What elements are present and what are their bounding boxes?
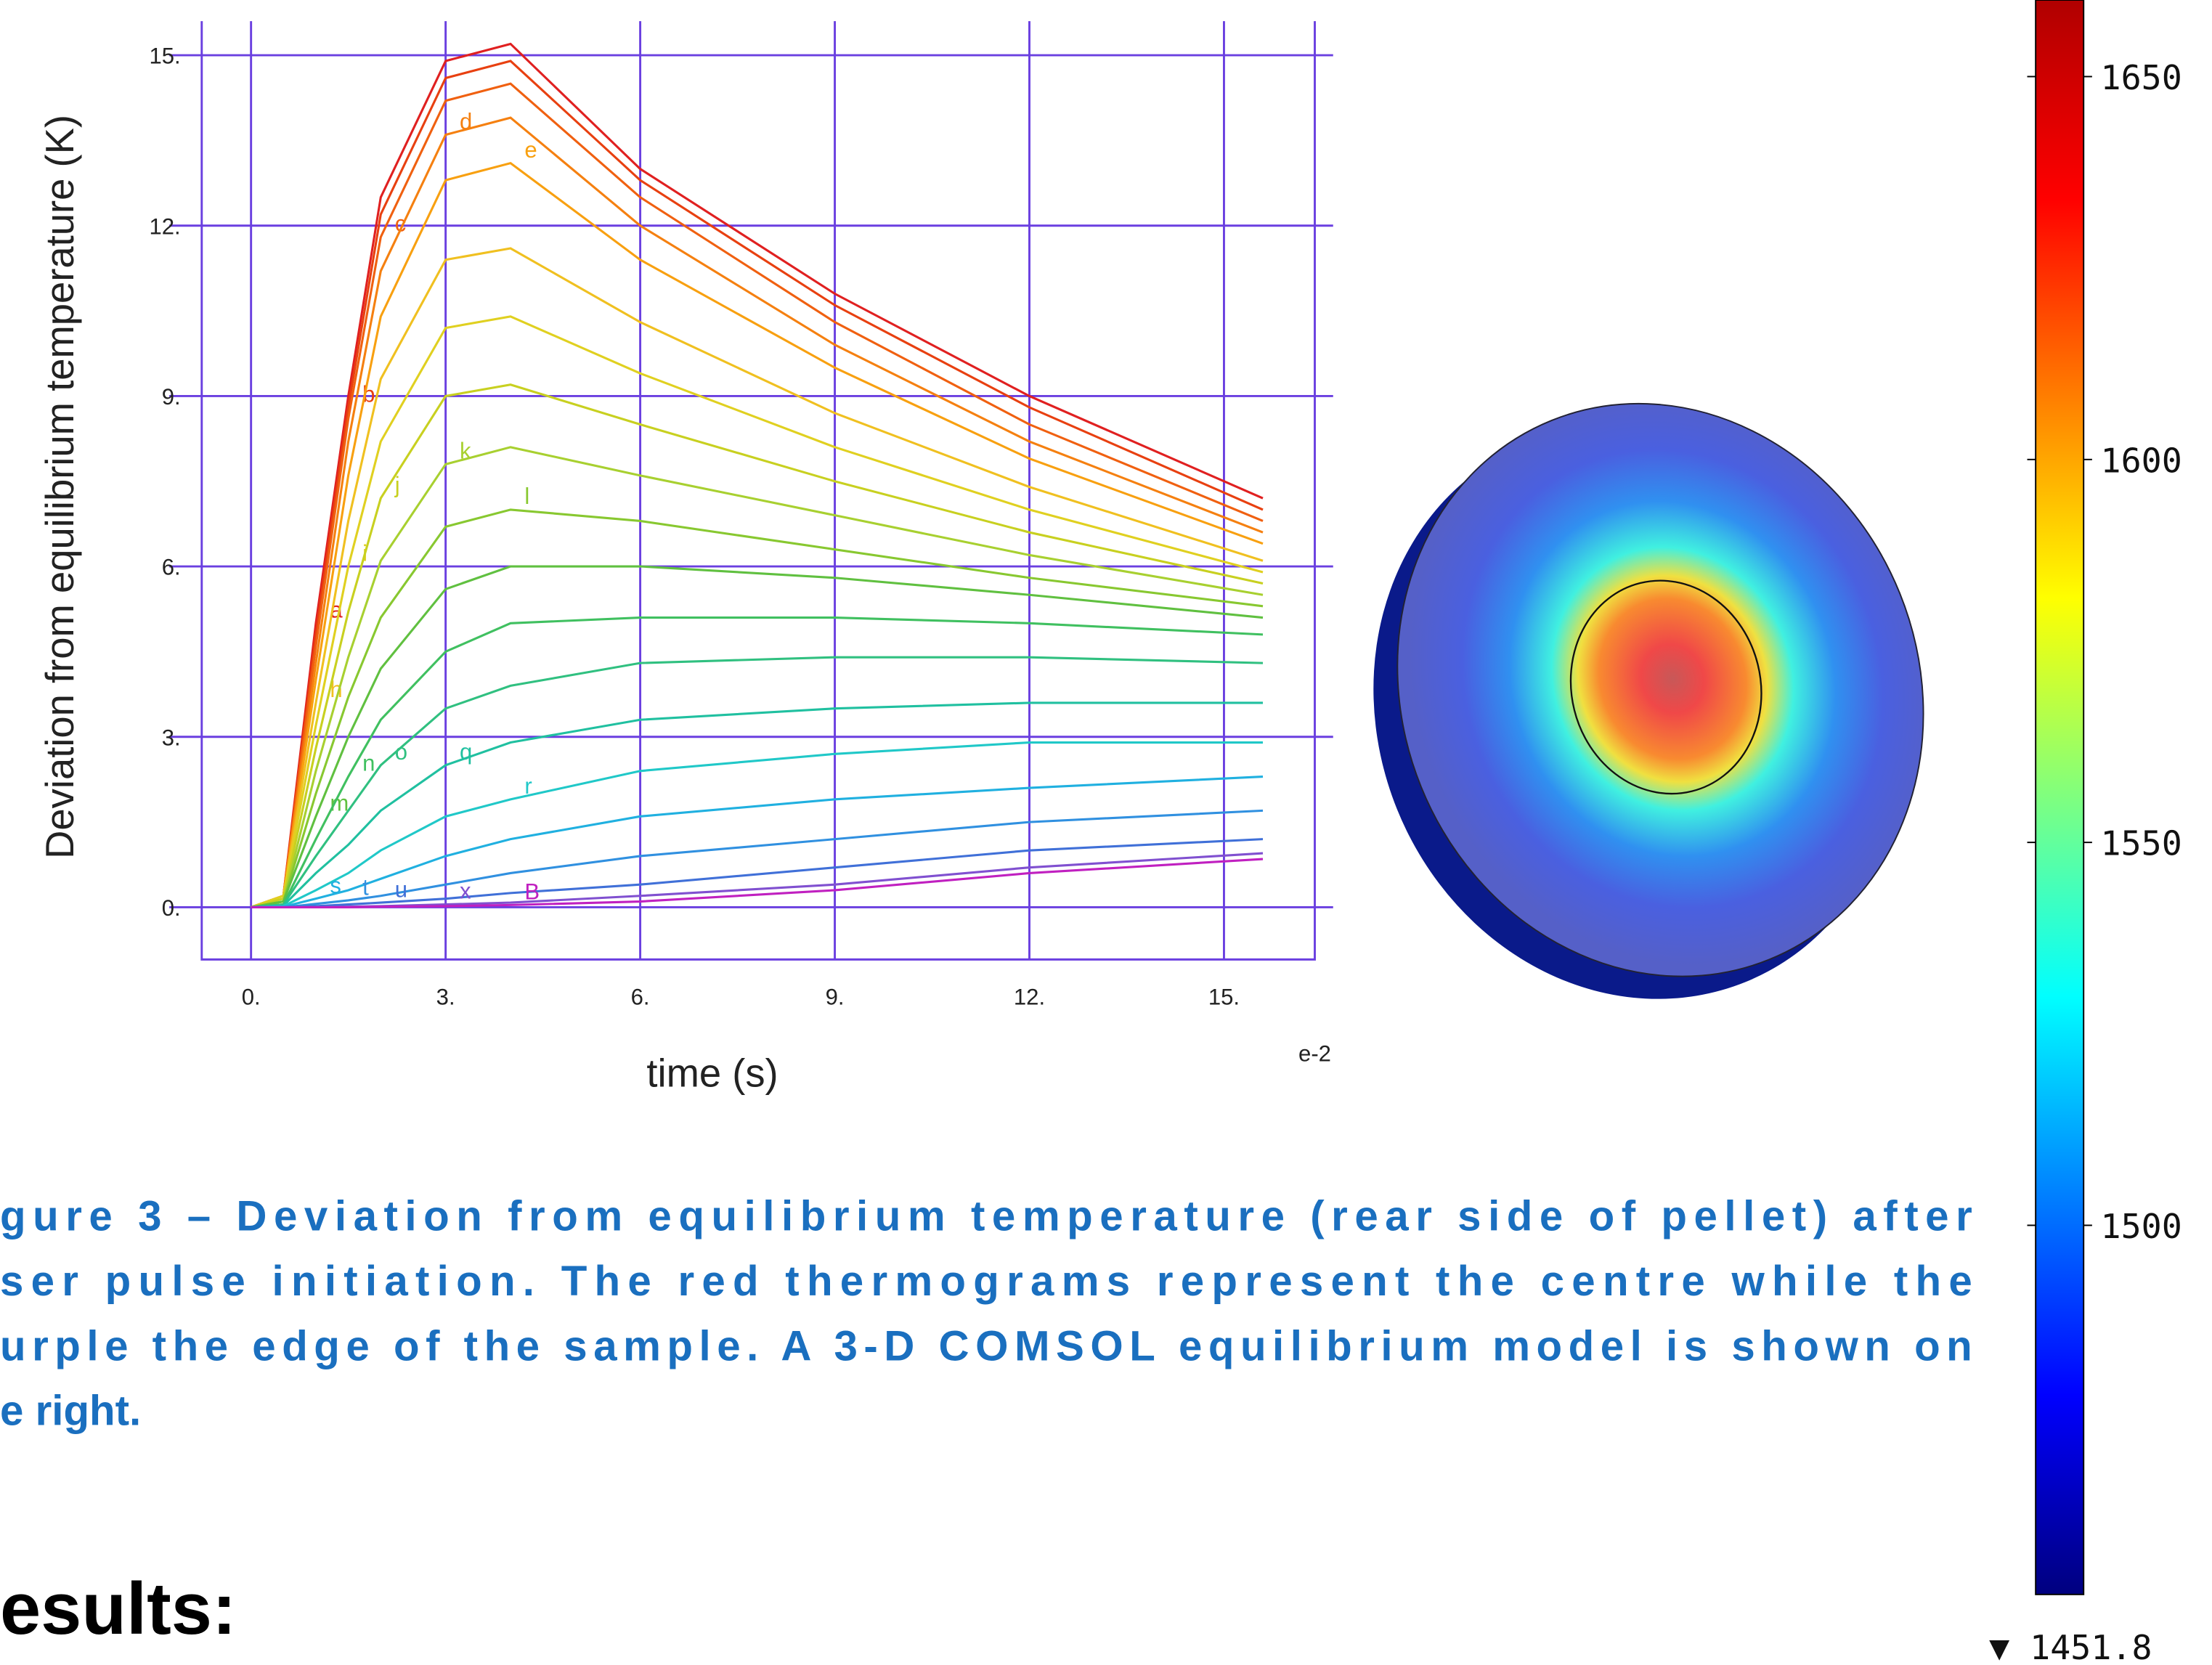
x-axis-label: time (s) [646,1051,778,1095]
x-tick-label: 12. [1014,985,1045,1010]
y-tick-label: 12. [149,213,180,239]
colorbar-tick-label: 1650 [2101,58,2182,97]
series-label: l [524,484,529,509]
y-tick-label: 15. [149,44,180,69]
x-tick-label: 0. [242,985,261,1010]
series-line [251,248,1263,907]
caption-line: urple the edge of the sample. A 3-D COMS… [0,1322,1972,1369]
y-tick-label: 3. [162,725,181,750]
y-tick-label: 0. [162,895,181,921]
x-tick-label: 6. [631,985,650,1010]
disk-model [1288,324,2009,1079]
disk-face [1312,324,2009,1057]
series-label: r [524,773,532,799]
caption-line: e right. [0,1388,141,1435]
series-label: d [460,109,472,134]
series-line [251,61,1263,908]
series-label: o [395,739,407,765]
colorbar: 1500 1550 1600 1650 ▼ 1451.8 [1989,0,2182,1665]
x-tick-label: 9. [826,985,845,1010]
colorbar-min-label: ▼ 1451.8 [1989,1628,2152,1665]
series-label: x [460,879,471,904]
caption-line: gure 3 – Deviation from equilibrium temp… [0,1192,1972,1239]
series-label: u [395,876,407,902]
colorbar-tick-label: 1500 [2101,1207,2182,1246]
series-line [251,385,1263,908]
series-label: e [524,137,537,163]
section-heading: esults: [0,1568,237,1650]
colorbar-tick-label: 1600 [2101,441,2182,480]
colorbar-tick-label: 1550 [2101,824,2182,863]
caption: gure 3 – Deviation from equilibrium temp… [0,1192,1972,1434]
y-tick-label: 6. [162,555,181,580]
x-tick-label: 15. [1208,985,1240,1010]
series-label: q [460,739,472,765]
y-tick-label: 9. [162,384,181,410]
page: 0.3.6.9.12.15.0.3.6.9.12.15.abcdehijklmn… [0,0,2212,1665]
series-label: t [362,874,369,900]
line-chart: 0.3.6.9.12.15.0.3.6.9.12.15.abcdehijklmn… [38,21,1333,1095]
series-label: n [362,751,375,776]
series-label: s [330,873,341,898]
x-tick-label: 3. [436,985,455,1010]
series-label: k [460,439,471,464]
x-scale-label: e-2 [1298,1041,1331,1066]
caption-line: ser pulse initiation. The red thermogram… [0,1258,1972,1305]
colorbar-scale [2036,0,2083,1595]
series-line [251,657,1263,907]
series-label: j [394,472,400,497]
series-line [251,44,1263,907]
series-label: B [524,879,540,905]
y-axis-label: Deviation from equilibrium temperature (… [38,115,82,859]
